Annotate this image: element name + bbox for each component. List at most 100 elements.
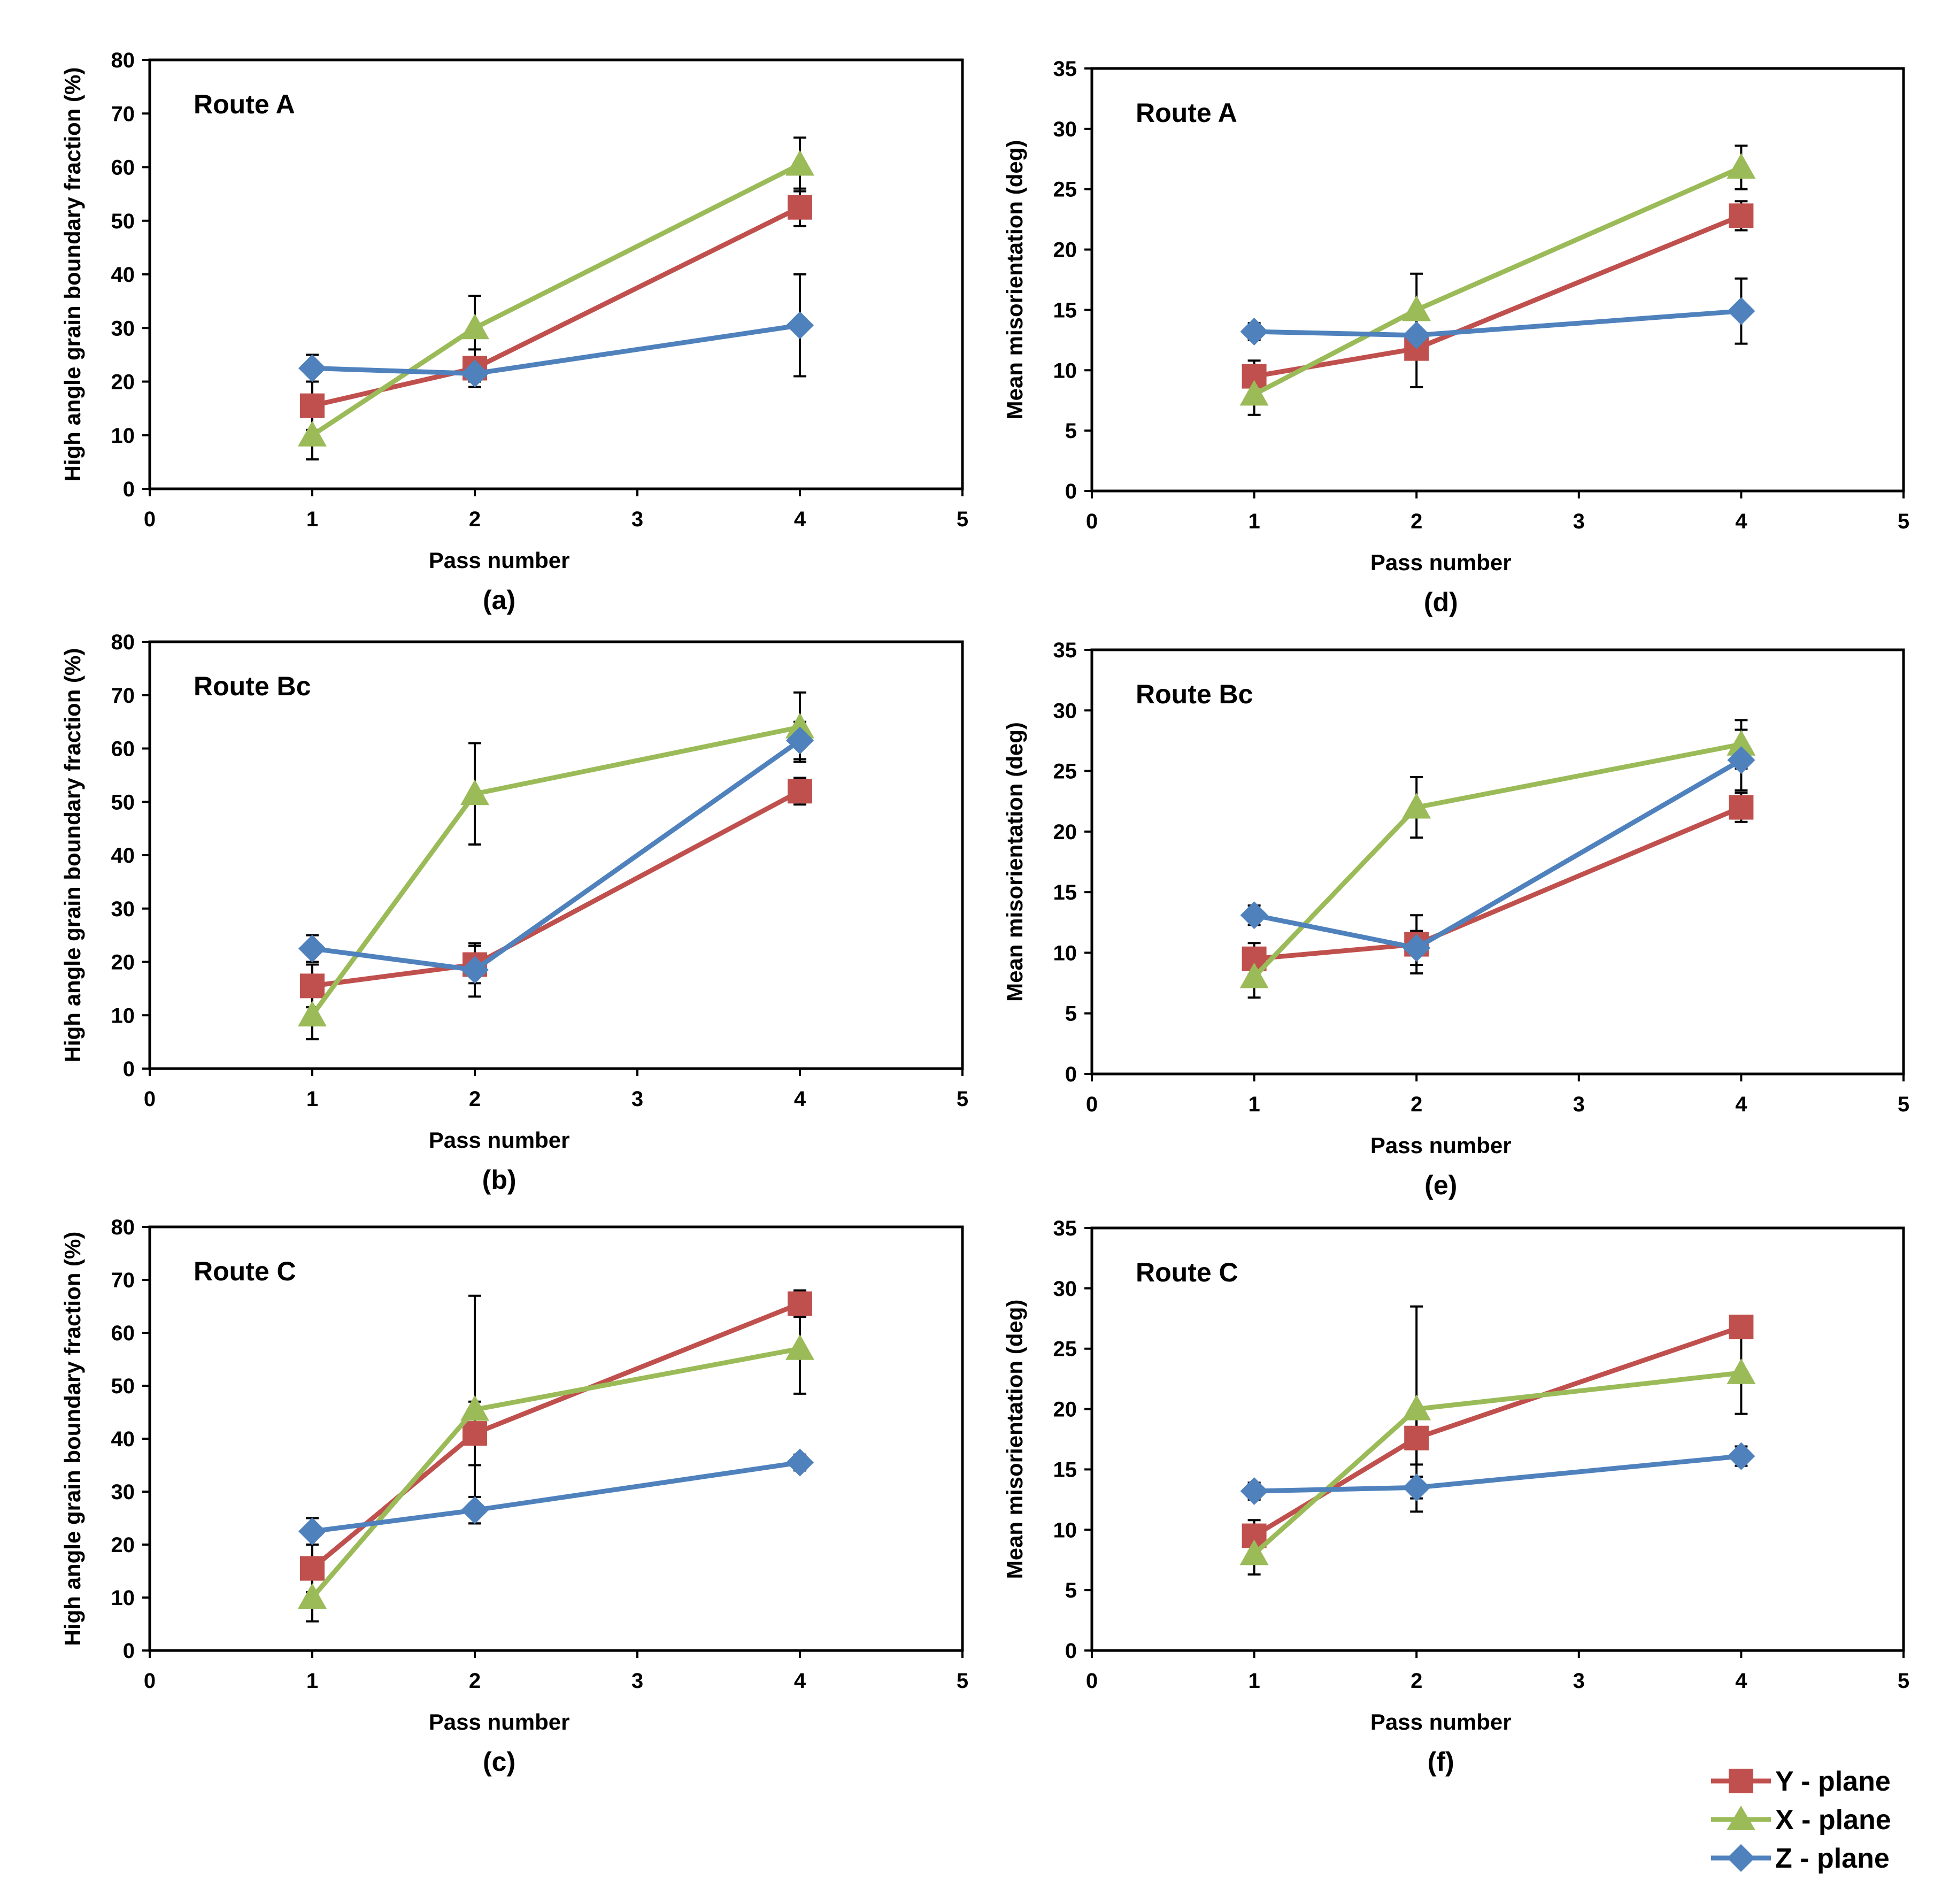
y-tick-label: 40 — [111, 263, 135, 287]
y-tick-label: 80 — [111, 631, 135, 654]
data-point-z-plane — [298, 354, 326, 382]
x-tick-label: 4 — [794, 508, 806, 531]
legend-item-z-plane: Z - plane — [1711, 1843, 1890, 1874]
legend: Y - plane X - plane Z - plane — [1711, 1766, 1891, 1874]
data-point-y-plane — [1729, 795, 1754, 820]
x-tick-label: 0 — [1086, 510, 1098, 533]
x-tick-label: 4 — [1735, 1093, 1747, 1116]
x-axis-label: Pass number — [1370, 1133, 1512, 1158]
data-point-x-plane — [1402, 1394, 1431, 1421]
y-tick-label: 0 — [123, 478, 135, 501]
x-tick-label: 0 — [144, 508, 156, 531]
data-point-x-plane — [1727, 730, 1756, 756]
y-tick-label: 20 — [111, 1533, 135, 1557]
y-tick-label: 0 — [123, 1057, 135, 1081]
y-tick-label: 15 — [1053, 881, 1077, 904]
y-tick-label: 50 — [111, 1375, 135, 1398]
route-label: Route A — [194, 89, 295, 119]
y-tick-label: 80 — [111, 49, 135, 72]
data-point-x-plane — [298, 1583, 327, 1609]
legend-label-z: Z - plane — [1775, 1843, 1890, 1874]
x-tick-label: 0 — [144, 1669, 156, 1693]
y-tick-label: 10 — [111, 1586, 135, 1610]
chart-panel-d: 0 5 10 15 20 25 30 35 0 1 2 3 4 5 Pass number Mean miso… — [1002, 57, 1909, 617]
x-tick-label: 1 — [1248, 510, 1260, 533]
y-tick-label: 40 — [111, 844, 135, 867]
x-tick-label: 5 — [1898, 1093, 1909, 1116]
y-tick-label: 60 — [111, 156, 135, 180]
y-tick-label: 20 — [1053, 820, 1077, 844]
panel-caption: (d) — [1424, 587, 1458, 617]
y-tick-label: 5 — [1065, 1579, 1077, 1602]
y-tick-label: 10 — [1053, 359, 1077, 382]
diamond-icon — [1727, 1844, 1755, 1872]
x-tick-label: 1 — [1248, 1093, 1260, 1116]
x-tick-label: 4 — [1735, 510, 1747, 533]
plot-frame — [1090, 648, 1905, 1076]
y-tick-label: 20 — [1053, 1398, 1077, 1422]
y-axis-label: High angle grain boundary fraction (%) — [60, 1232, 85, 1646]
y-tick-label: 5 — [1065, 1002, 1077, 1026]
chart-panel-a: 0 10 20 30 40 50 60 70 80 0 1 2 3 4 5 Pass number High a… — [60, 49, 968, 615]
legend-item-y-plane: Y - plane — [1711, 1766, 1891, 1797]
y-tick-label: 30 — [1053, 699, 1077, 723]
x-axis-label: Pass number — [1370, 1709, 1512, 1734]
route-label: Route A — [1136, 98, 1237, 128]
data-point-y-plane — [788, 779, 812, 804]
x-tick-label: 3 — [1573, 510, 1585, 533]
data-point-z-plane — [1240, 901, 1268, 930]
chart-panel-f: 0 5 10 15 20 25 30 35 0 1 2 3 4 5 Pass number Mean miso… — [1002, 1217, 1909, 1777]
y-tick-label: 35 — [1053, 1217, 1077, 1240]
data-point-z-plane — [1240, 1477, 1268, 1506]
y-tick-label: 80 — [111, 1216, 135, 1239]
y-tick-label: 60 — [111, 738, 135, 761]
data-point-z-plane — [1727, 297, 1755, 325]
data-point-z-plane — [298, 1517, 326, 1546]
chart-panel-c: 0 10 20 30 40 50 60 70 80 0 1 2 3 4 5 Pass number High a… — [60, 1216, 968, 1777]
data-point-y-plane — [788, 195, 812, 220]
x-tick-label: 1 — [306, 1087, 318, 1111]
y-tick-label: 50 — [111, 210, 135, 233]
x-axis-label: Pass number — [1370, 550, 1512, 575]
y-tick-label: 40 — [111, 1427, 135, 1451]
data-point-z-plane — [461, 359, 489, 388]
x-tick-label: 2 — [1411, 1669, 1422, 1693]
y-tick-label: 10 — [1053, 1518, 1077, 1542]
y-tick-label: 0 — [1065, 1639, 1077, 1663]
data-point-x-plane — [298, 1001, 327, 1027]
x-tick-label: 3 — [1573, 1093, 1585, 1116]
y-tick-label: 25 — [1053, 1338, 1077, 1361]
route-label: Route Bc — [1136, 679, 1253, 709]
x-tick-label: 2 — [469, 1087, 481, 1111]
route-label: Route C — [194, 1256, 296, 1286]
y-axis-label: High angle grain boundary fraction (%) — [60, 648, 85, 1063]
x-tick-label: 5 — [957, 508, 968, 531]
data-point-x-plane — [1727, 153, 1756, 179]
data-point-z-plane — [461, 1496, 489, 1524]
chart-panel-e: 0 5 10 15 20 25 30 35 0 1 2 3 4 5 Pass number Mean miso… — [1002, 639, 1909, 1200]
data-point-z-plane — [298, 934, 326, 963]
data-point-x-plane — [298, 420, 327, 447]
y-tick-label: 70 — [111, 684, 135, 708]
y-tick-label: 20 — [111, 371, 135, 394]
x-tick-label: 2 — [1411, 1093, 1422, 1116]
y-tick-label: 20 — [111, 951, 135, 974]
panel-caption: (a) — [483, 585, 515, 615]
data-point-z-plane — [1403, 321, 1431, 349]
data-point-y-plane — [788, 1291, 812, 1316]
x-tick-label: 2 — [469, 508, 481, 531]
data-point-x-plane — [460, 313, 489, 340]
y-tick-label: 10 — [1053, 941, 1077, 965]
x-tick-label: 3 — [631, 1669, 643, 1693]
x-tick-label: 4 — [794, 1669, 806, 1693]
y-tick-label: 10 — [111, 1004, 135, 1027]
x-tick-label: 5 — [1898, 510, 1909, 533]
x-tick-label: 3 — [631, 508, 643, 531]
legend-label-y: Y - plane — [1775, 1766, 1891, 1797]
y-tick-label: 5 — [1065, 419, 1077, 443]
x-tick-label: 2 — [1411, 510, 1422, 533]
x-tick-label: 4 — [1735, 1669, 1747, 1693]
plot-frame — [1090, 1226, 1905, 1652]
y-tick-label: 30 — [111, 317, 135, 340]
square-icon — [1729, 1769, 1753, 1793]
